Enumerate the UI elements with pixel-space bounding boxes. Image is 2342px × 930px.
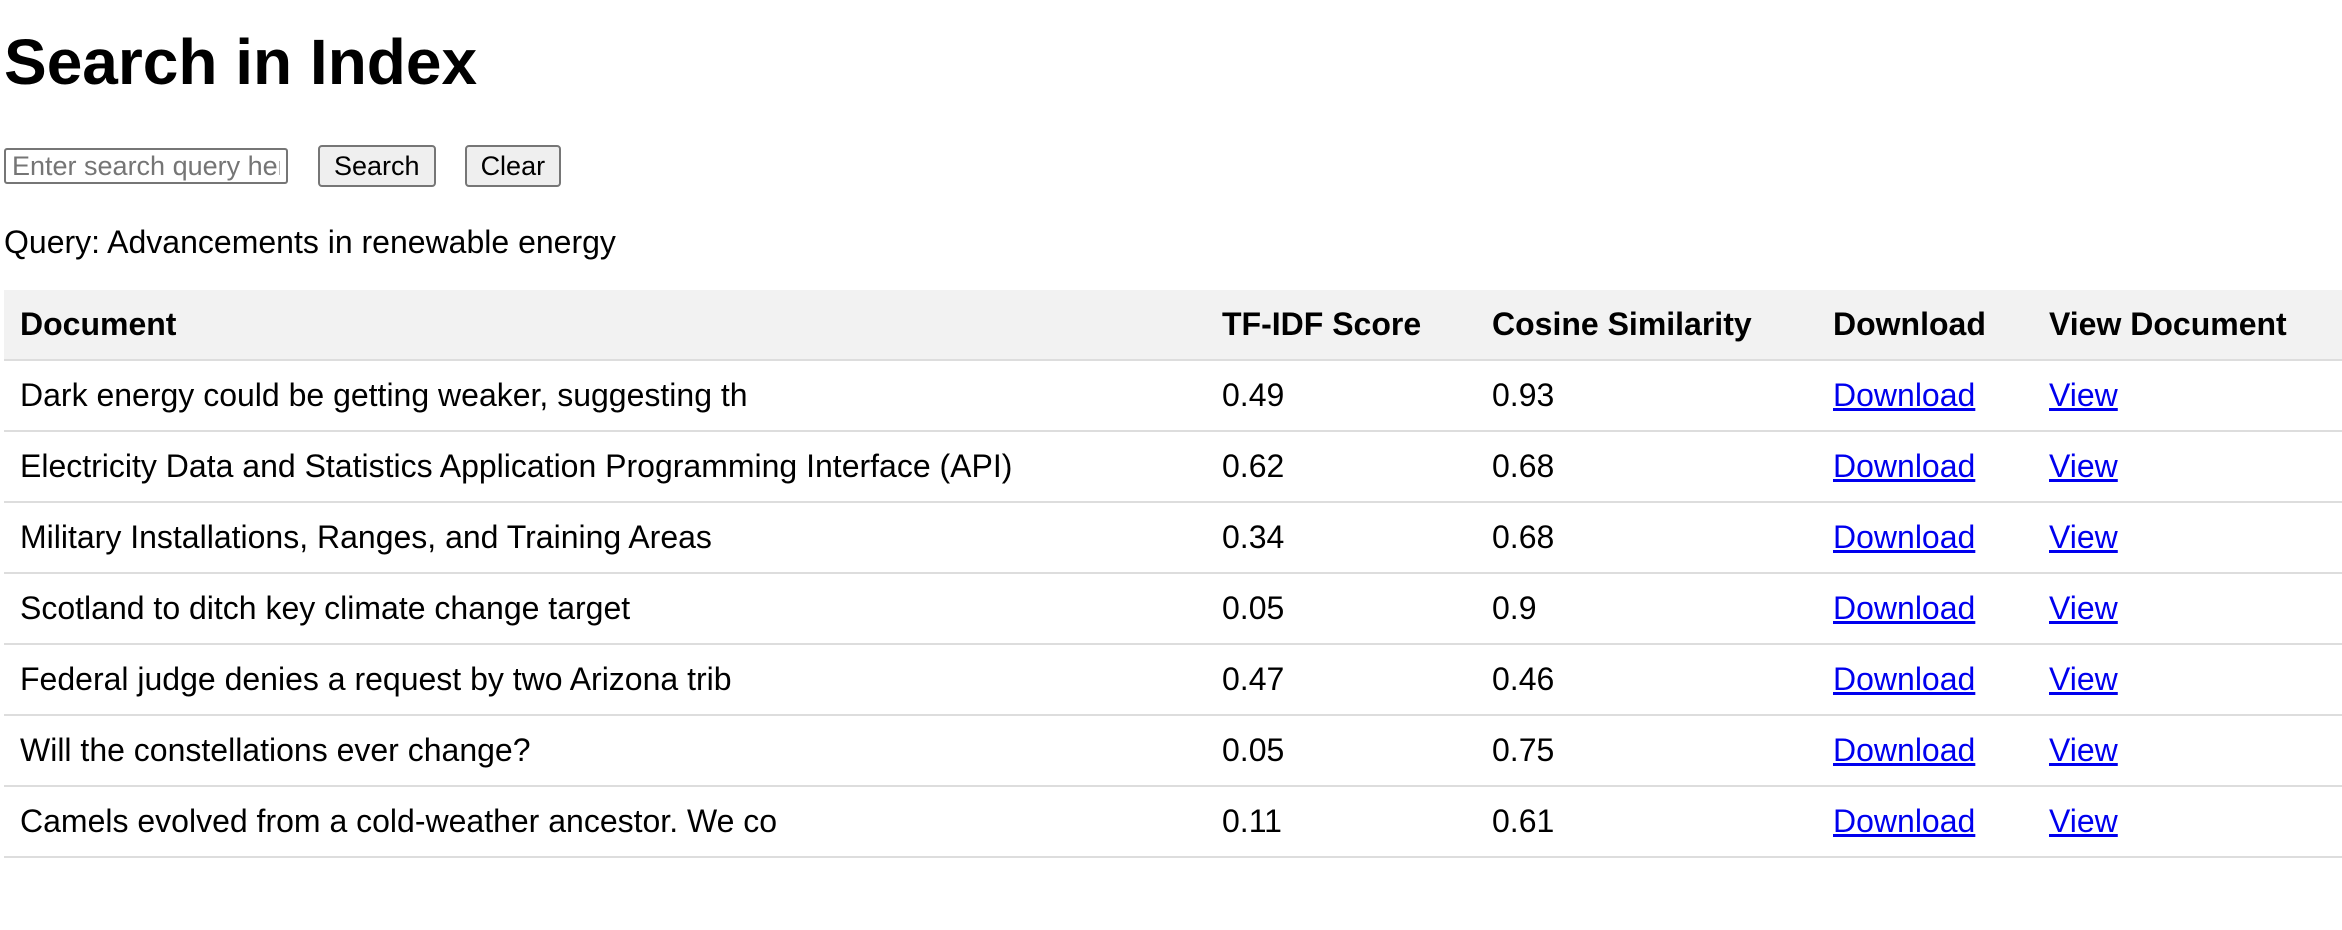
view-document-link[interactable]: View (2049, 377, 2118, 413)
view-document-cell: View (2033, 573, 2342, 645)
table-row: Electricity Data and Statistics Applicat… (4, 431, 2342, 503)
table-header-row: Document TF-IDF Score Cosine Similarity … (4, 290, 2342, 361)
tfidf-score-cell: 0.34 (1206, 502, 1476, 574)
tfidf-score-cell: 0.05 (1206, 573, 1476, 645)
cosine-similarity-cell: 0.75 (1476, 715, 1817, 787)
download-link[interactable]: Download (1833, 590, 1976, 626)
view-document-cell: View (2033, 360, 2342, 432)
download-link[interactable]: Download (1833, 803, 1976, 839)
download-link[interactable]: Download (1833, 732, 1976, 768)
table-row: Will the constellations ever change? 0.05… (4, 715, 2342, 787)
clear-button[interactable]: Clear (464, 145, 562, 187)
view-document-link[interactable]: View (2049, 661, 2118, 697)
search-input[interactable] (4, 148, 288, 184)
document-cell: Dark energy could be getting weaker, sug… (4, 360, 1206, 432)
search-bar: Search Clear (4, 144, 2342, 188)
query-text: Advancements in renewable energy (107, 224, 616, 260)
download-cell: Download (1817, 644, 2033, 716)
download-link[interactable]: Download (1833, 519, 1976, 555)
tfidf-score-cell: 0.11 (1206, 786, 1476, 858)
results-body: Dark energy could be getting weaker, sug… (4, 360, 2342, 858)
document-cell: Federal judge denies a request by two Ar… (4, 644, 1206, 716)
column-header-view: View Document (2033, 290, 2342, 361)
query-display: Query: Advancements in renewable energy (4, 222, 2342, 262)
view-document-link[interactable]: View (2049, 519, 2118, 555)
page: Search in Index Search Clear Query: Adva… (4, 26, 2342, 858)
document-cell: Scotland to ditch key climate change tar… (4, 573, 1206, 645)
view-document-cell: View (2033, 502, 2342, 574)
download-link[interactable]: Download (1833, 661, 1976, 697)
download-cell: Download (1817, 502, 2033, 574)
view-document-link[interactable]: View (2049, 732, 2118, 768)
table-row: Federal judge denies a request by two Ar… (4, 644, 2342, 716)
view-document-link[interactable]: View (2049, 448, 2118, 484)
download-cell: Download (1817, 715, 2033, 787)
table-row: Scotland to ditch key climate change tar… (4, 573, 2342, 645)
cosine-similarity-cell: 0.61 (1476, 786, 1817, 858)
view-document-cell: View (2033, 715, 2342, 787)
tfidf-score-cell: 0.62 (1206, 431, 1476, 503)
cosine-similarity-cell: 0.9 (1476, 573, 1817, 645)
query-label: Query: (4, 224, 101, 260)
table-row: Dark energy could be getting weaker, sug… (4, 360, 2342, 432)
page-title: Search in Index (4, 26, 478, 98)
cosine-similarity-cell: 0.93 (1476, 360, 1817, 432)
view-document-link[interactable]: View (2049, 590, 2118, 626)
download-link[interactable]: Download (1833, 377, 1976, 413)
search-button[interactable]: Search (318, 145, 436, 187)
download-link[interactable]: Download (1833, 448, 1976, 484)
document-cell: Military Installations, Ranges, and Trai… (4, 502, 1206, 574)
column-header-document: Document (4, 290, 1206, 361)
document-cell: Electricity Data and Statistics Applicat… (4, 431, 1206, 503)
download-cell: Download (1817, 360, 2033, 432)
tfidf-score-cell: 0.49 (1206, 360, 1476, 432)
view-document-link[interactable]: View (2049, 803, 2118, 839)
cosine-similarity-cell: 0.46 (1476, 644, 1817, 716)
cosine-similarity-cell: 0.68 (1476, 431, 1817, 503)
view-document-cell: View (2033, 644, 2342, 716)
download-cell: Download (1817, 431, 2033, 503)
column-header-cosine: Cosine Similarity (1476, 290, 1817, 361)
table-row: Camels evolved from a cold-weather ances… (4, 786, 2342, 858)
download-cell: Download (1817, 786, 2033, 858)
column-header-download: Download (1817, 290, 2033, 361)
tfidf-score-cell: 0.05 (1206, 715, 1476, 787)
tfidf-score-cell: 0.47 (1206, 644, 1476, 716)
results-table: Document TF-IDF Score Cosine Similarity … (4, 290, 2342, 858)
column-header-tfidf: TF-IDF Score (1206, 290, 1476, 361)
download-cell: Download (1817, 573, 2033, 645)
document-cell: Will the constellations ever change? (4, 715, 1206, 787)
view-document-cell: View (2033, 431, 2342, 503)
view-document-cell: View (2033, 786, 2342, 858)
document-cell: Camels evolved from a cold-weather ances… (4, 786, 1206, 858)
table-row: Military Installations, Ranges, and Trai… (4, 502, 2342, 574)
cosine-similarity-cell: 0.68 (1476, 502, 1817, 574)
